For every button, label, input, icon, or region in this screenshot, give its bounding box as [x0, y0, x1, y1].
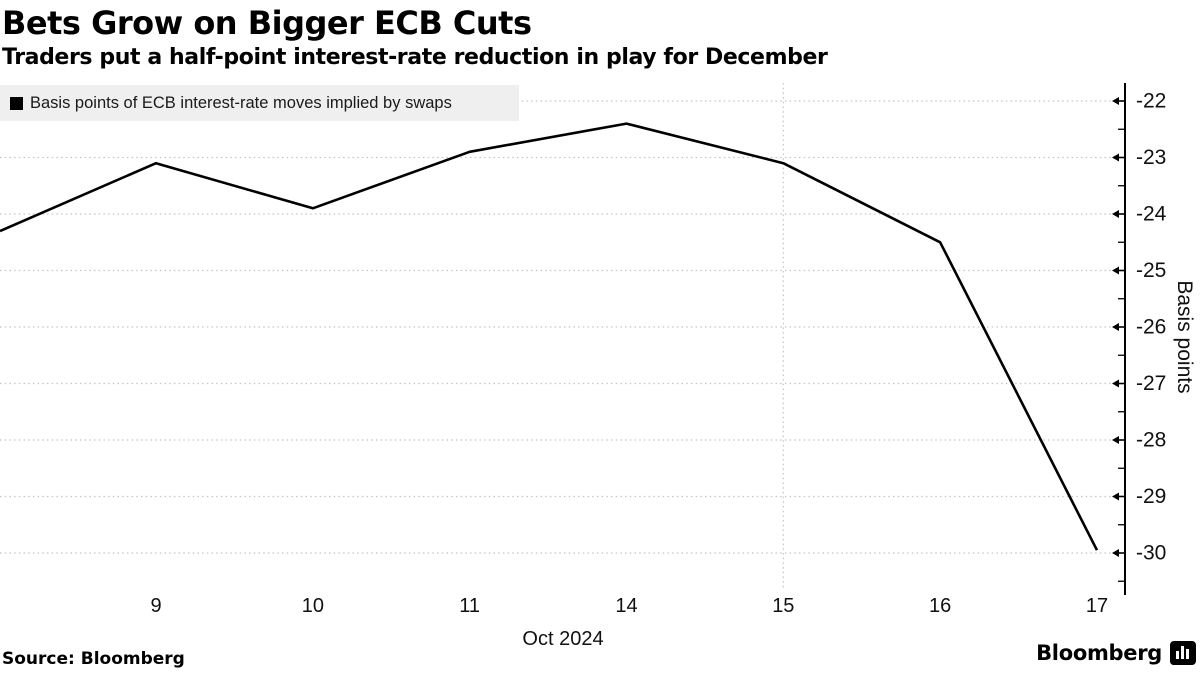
bloomberg-wordmark: Bloomberg — [1036, 641, 1162, 665]
chart-title: Bets Grow on Bigger ECB Cuts — [2, 4, 532, 42]
y-tick-label: -26 — [1136, 316, 1166, 339]
bloomberg-bug-icon — [1170, 641, 1196, 665]
y-tick-arrow-icon — [1112, 436, 1119, 444]
y-tick-arrow-icon — [1112, 549, 1119, 557]
bloomberg-logo: Bloomberg — [1036, 641, 1196, 665]
y-tick-label: -25 — [1136, 259, 1166, 282]
y-tick-arrow-icon — [1112, 323, 1119, 331]
x-tick-label: 11 — [459, 595, 480, 617]
y-tick-label: -29 — [1136, 485, 1166, 508]
y-tick-label: -24 — [1136, 203, 1167, 226]
x-tick-label: 14 — [615, 595, 637, 617]
series-line — [0, 122, 1099, 551]
x-tick-label: 10 — [302, 595, 324, 617]
y-tick-arrow-icon — [1112, 153, 1119, 162]
legend-swatch-icon — [10, 96, 23, 110]
y-tick-label: -30 — [1136, 542, 1166, 565]
y-tick-label: -22 — [1136, 90, 1166, 113]
x-tick-label: 16 — [929, 595, 951, 617]
y-tick-arrow-icon — [1112, 492, 1119, 501]
y-tick-label: -28 — [1136, 429, 1166, 452]
legend-label: Basis points of ECB interest-rate moves … — [30, 93, 452, 112]
x-tick-label: 17 — [1086, 595, 1108, 617]
chart-subtitle: Traders put a half-point interest-rate r… — [2, 45, 828, 70]
x-axis-label: Oct 2024 — [522, 628, 603, 650]
y-tick-label: -27 — [1136, 372, 1166, 395]
y-tick-arrow-icon — [1112, 210, 1119, 218]
x-tick-label: 15 — [772, 595, 794, 617]
legend: Basis points of ECB interest-rate moves … — [0, 85, 519, 121]
source-note: Source: Bloomberg — [2, 649, 185, 669]
y-tick-arrow-icon — [1112, 379, 1119, 388]
y-axis-label: Basis points — [1173, 280, 1196, 393]
x-tick-label: 9 — [150, 595, 161, 617]
y-tick-arrow-icon — [1112, 97, 1119, 105]
y-tick-label: -23 — [1136, 146, 1166, 169]
y-tick-arrow-icon — [1112, 266, 1119, 275]
